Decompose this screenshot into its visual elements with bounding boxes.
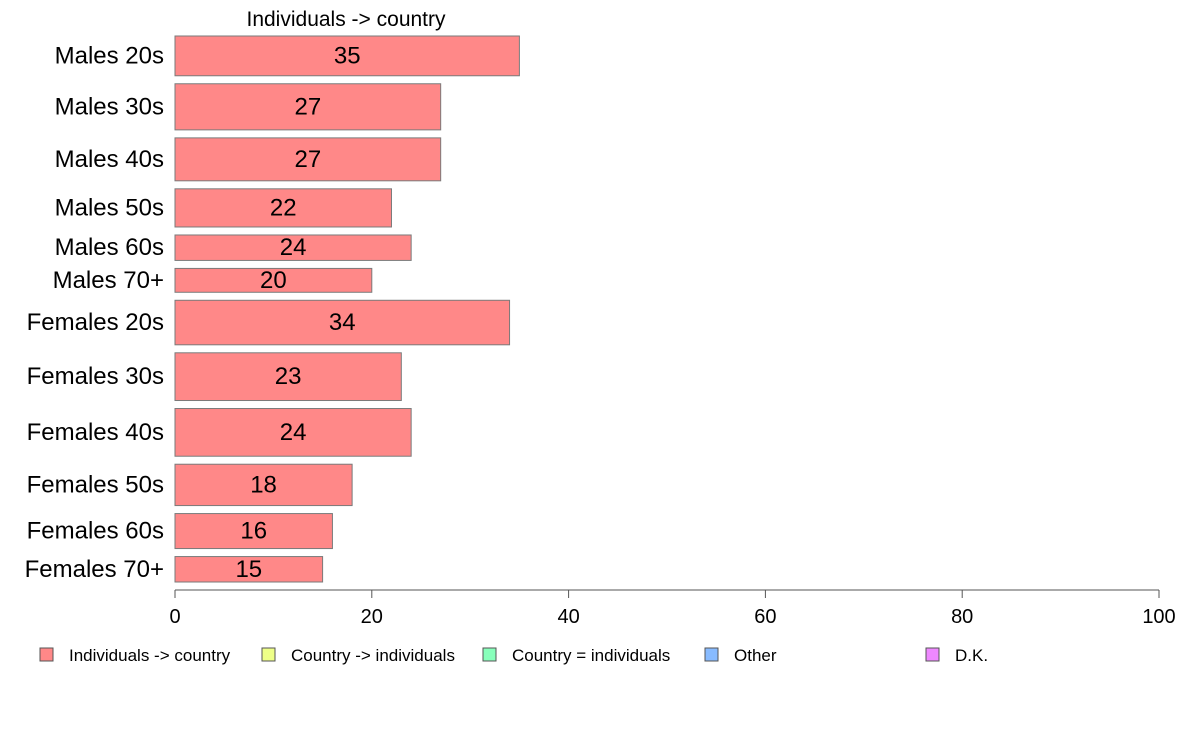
bar-value-label: 24 [280, 234, 307, 261]
bar-value-label: 35 [334, 42, 361, 69]
x-tick-label: 40 [557, 606, 579, 628]
legend-label: D.K. [955, 646, 988, 665]
legend-label: Country = individuals [512, 646, 670, 665]
legend-swatch [704, 647, 719, 662]
category-label: Males 50s [55, 194, 164, 221]
bar-males-20s [174, 35, 520, 77]
bar-females-70 [174, 556, 324, 583]
category-label: Males 40s [55, 146, 164, 173]
legend-label: Other [734, 646, 777, 665]
bar-value-label: 15 [235, 556, 262, 583]
category-label: Females 30s [27, 363, 164, 390]
x-tick-label: 60 [754, 606, 776, 628]
chart-title: Individuals -> country [246, 8, 446, 31]
category-label: Males 20s [55, 42, 164, 69]
bar-females-50s [174, 463, 353, 507]
x-tick-label: 0 [169, 606, 180, 628]
category-label: Males 60s [55, 234, 164, 261]
bar-females-30s [174, 352, 402, 402]
bar-value-label: 27 [294, 93, 321, 120]
x-tick-label: 80 [951, 606, 973, 628]
bar-males-30s [174, 83, 442, 131]
bar-value-label: 24 [280, 419, 307, 446]
legend: Individuals -> country Country -> individ… [39, 646, 988, 665]
legend-swatch [39, 647, 54, 662]
bar-value-label: 22 [270, 194, 297, 221]
category-label: Males 70+ [53, 267, 164, 294]
x-tick-label: 20 [361, 606, 383, 628]
category-label: Females 70+ [25, 556, 164, 583]
bar-value-label: 34 [329, 309, 356, 336]
category-label: Females 20s [27, 309, 164, 336]
legend-swatch [925, 647, 940, 662]
bar-females-20s [174, 299, 511, 346]
category-label: Males 30s [55, 93, 164, 120]
category-label: Females 50s [27, 471, 164, 498]
bar-value-label: 18 [250, 471, 277, 498]
category-label: Females 60s [27, 518, 164, 545]
bar-males-50s [174, 188, 392, 228]
bar-value-label: 23 [275, 363, 302, 390]
legend-label: Country -> individuals [291, 646, 455, 665]
bar-males-40s [174, 137, 442, 182]
legend-swatch [261, 647, 276, 662]
bar-value-label: 20 [260, 267, 287, 294]
legend-swatch [482, 647, 497, 662]
legend-label: Individuals -> country [69, 646, 231, 665]
bar-males-60s [174, 234, 412, 261]
bar-females-40s [174, 408, 412, 457]
x-axis: 0 20 40 60 80 100 [169, 589, 1176, 628]
category-label: Females 40s [27, 419, 164, 446]
bar-value-label: 16 [240, 518, 267, 545]
bar-females-60s [174, 513, 333, 550]
bars-layer: 35 Males 20s 27 Males 30s 27 Males 40s 22 Males… [25, 35, 520, 583]
x-tick-label: 100 [1142, 606, 1175, 628]
bar-value-label: 27 [294, 146, 321, 173]
bar-males-70 [174, 267, 373, 293]
